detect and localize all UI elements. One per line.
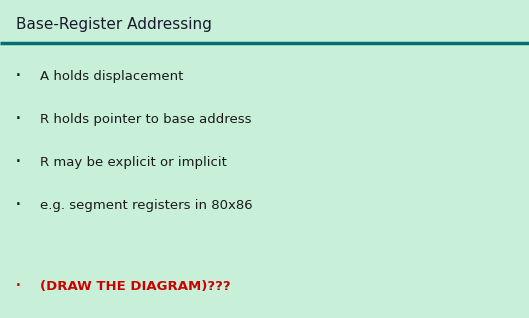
Text: R holds pointer to base address: R holds pointer to base address — [40, 113, 251, 126]
Text: R may be explicit or implicit: R may be explicit or implicit — [40, 156, 226, 169]
Text: e.g. segment registers in 80x86: e.g. segment registers in 80x86 — [40, 199, 252, 211]
Text: ·: · — [15, 152, 22, 172]
Text: (DRAW THE DIAGRAM)???: (DRAW THE DIAGRAM)??? — [40, 280, 230, 293]
Text: Base-Register Addressing: Base-Register Addressing — [16, 17, 212, 32]
Text: A holds displacement: A holds displacement — [40, 70, 183, 83]
Text: ·: · — [15, 66, 22, 86]
Text: ·: · — [15, 195, 22, 215]
Text: ·: · — [15, 276, 22, 296]
Text: ·: · — [15, 109, 22, 129]
